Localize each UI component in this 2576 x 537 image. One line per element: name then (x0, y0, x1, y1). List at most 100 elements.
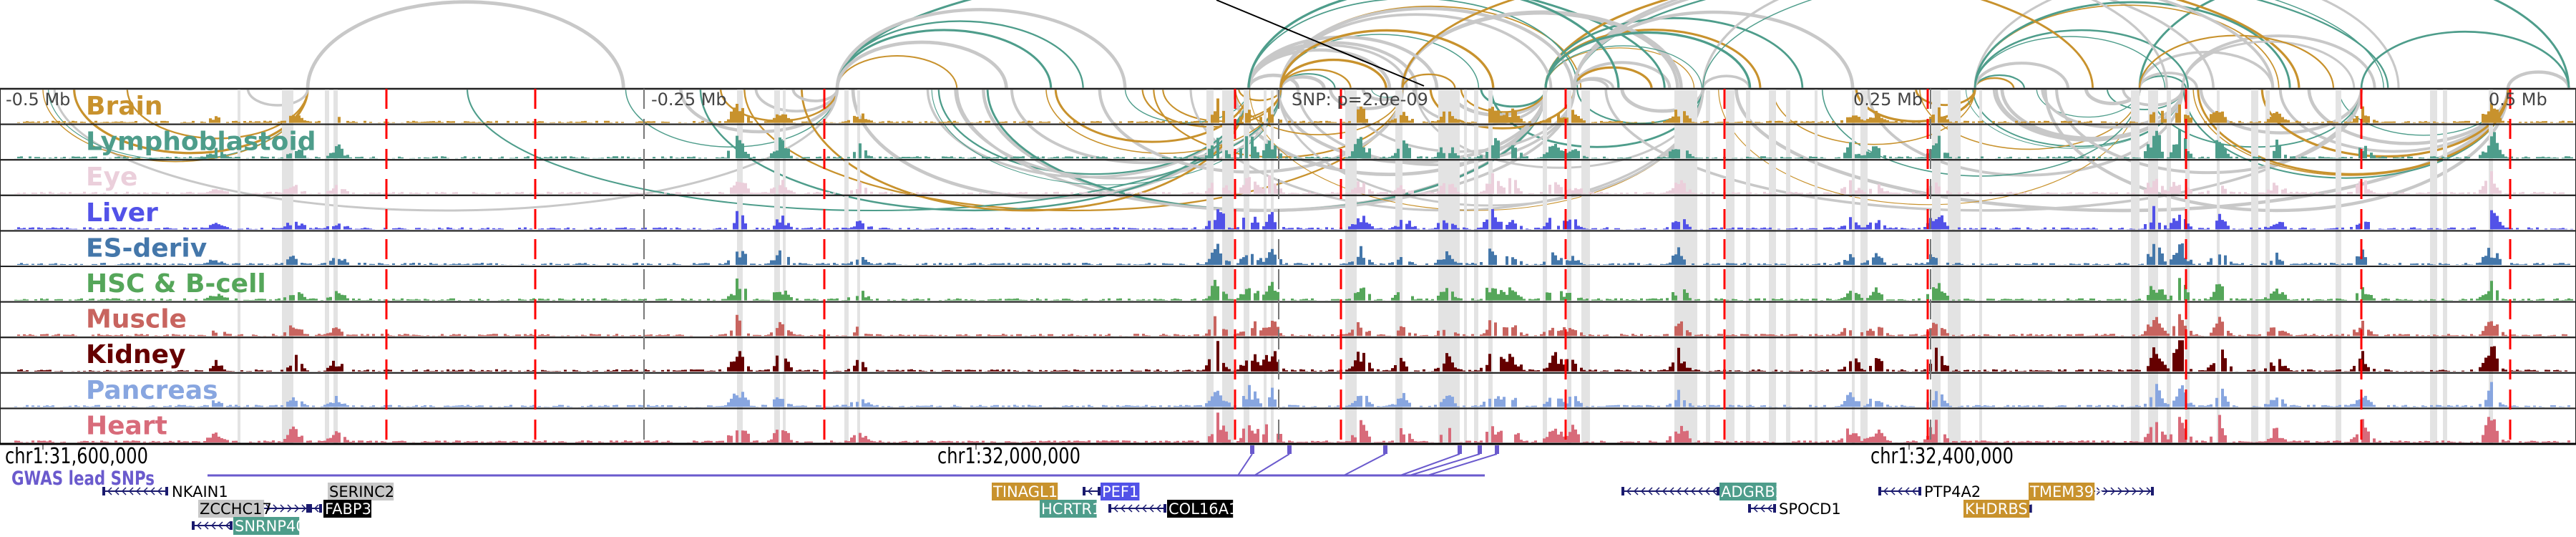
interaction-arc (2181, 40, 2356, 90)
track-label: Eye (86, 163, 137, 192)
interaction-arc (791, 88, 839, 102)
gwas-snp-marker (1478, 445, 1482, 454)
strand-arrow-icon (114, 487, 119, 495)
gene-exon (309, 504, 312, 513)
interaction-arc (1573, 0, 2215, 90)
gene-khdrbs1: KHDRBS1 (1963, 500, 2037, 518)
interaction-arc (2360, 30, 2570, 90)
signal-bars (17, 340, 2567, 372)
gene-exon (192, 521, 195, 530)
interaction-arc (1545, 45, 1702, 90)
gene-exon (1098, 487, 1101, 495)
gene-label-bg (1963, 500, 2030, 518)
strand-arrow-icon (1156, 504, 1161, 513)
gene-exon (102, 487, 105, 495)
gwas-snp-connector (1409, 453, 1480, 476)
interaction-arc (2507, 71, 2570, 90)
gwas-snp-connector (1427, 453, 1498, 476)
gene-label: TMEM39B (2029, 483, 2104, 500)
gene-exon (1621, 487, 1624, 495)
interaction-arc (1573, 77, 1615, 90)
gene-label: KHDRBS1 (1965, 500, 2037, 518)
interaction-arc (2138, 50, 2275, 90)
gene-adgrb2: ADGRB2 (1621, 483, 1785, 500)
strand-arrow-icon (1113, 504, 1118, 513)
strand-arrow-icon (225, 521, 230, 530)
interaction-arc (1718, 88, 2140, 205)
gene-nkain1: NKAIN1 (102, 483, 228, 500)
interaction-arc (1401, 73, 1456, 90)
interaction-arc (835, 40, 1008, 90)
interaction-arc (1915, 88, 1976, 107)
interaction-arc (1162, 88, 1282, 122)
gene-exon (1748, 504, 1751, 513)
gene-label-bg (1719, 483, 1777, 500)
gene-label-bg (323, 500, 371, 518)
interaction-arc (1544, 0, 2301, 90)
interaction-arc (1098, 88, 1405, 173)
signal-bars (14, 278, 2573, 301)
interaction-arc (1572, 61, 1672, 90)
gene-exon (306, 504, 309, 513)
strand-arrow-icon (1654, 487, 1660, 495)
interaction-arc (1702, 0, 2169, 90)
interaction-arc (801, 88, 1250, 212)
interaction-arc (306, 0, 625, 90)
interaction-arc (1574, 62, 1671, 90)
gene-snrnp40: SNRNP40 (192, 517, 306, 535)
gene-label: SPOCD1 (1779, 500, 1841, 518)
scale-plus-half: 0.5 Mb (2489, 90, 2547, 110)
interaction-arc (1247, 0, 1620, 90)
strand-arrow-icon (1690, 487, 1696, 495)
interaction-arc (2138, 72, 2199, 90)
signal-tracks: Brain Lymphoblastoid Eye Liver ES-deriv HSC &… (0, 88, 2576, 445)
strand-arrow-icon (1676, 487, 1682, 495)
signal-bars (17, 314, 2570, 337)
interaction-arc (1279, 75, 1326, 90)
snp-markers (0, 89, 2576, 445)
gene-label: FABP3 (325, 500, 371, 518)
gene-label: ZCCHC17 (200, 500, 272, 518)
gene-label-bg (2029, 483, 2095, 500)
strand-arrow-icon (1904, 487, 1910, 495)
strand-arrow-icon (1883, 487, 1888, 495)
coordinate-axis: chr1:31,600,000 chr1:32,000,000 chr1:32,… (5, 444, 2014, 469)
track-label: Muscle (86, 305, 187, 334)
strand-arrow-icon (2103, 487, 2109, 495)
track-label: Liver (86, 198, 158, 228)
strand-arrow-icon (135, 487, 141, 495)
strand-arrow-icon (218, 521, 223, 530)
strand-arrow-icon (203, 521, 209, 530)
gene-track: NKAIN1 SERINC2 ZCCHC17 FABP3 SNRNP40 TINAGL1H… (102, 483, 2154, 535)
strand-arrow-icon (2124, 487, 2130, 495)
gene-tinagl1: TINAGL1 (992, 483, 1058, 500)
strand-arrow-icon (142, 487, 148, 495)
interaction-arc (1573, 66, 1653, 90)
strand-arrow-icon (1767, 504, 1772, 513)
track-label: Brain (86, 92, 162, 121)
interaction-arc (754, 88, 839, 113)
gene-fabp3: FABP3 (309, 500, 371, 518)
gene-label-bg (992, 483, 1058, 500)
scale-plus-quarter: 0.25 Mb (1853, 90, 1923, 110)
interaction-arc (2106, 88, 2183, 110)
strand-arrow-icon (1697, 487, 1703, 495)
gene-exon (2151, 487, 2154, 495)
gene-label-bg (1101, 483, 1140, 500)
interaction-arc (1276, 88, 1548, 165)
gene-exon (1717, 487, 1719, 495)
strand-arrow-icon (2110, 487, 2116, 495)
strand-arrow-icon (1760, 504, 1765, 513)
strand-arrow-icon (1669, 487, 1674, 495)
strand-arrow-icon (150, 487, 155, 495)
strand-arrow-icon (1640, 487, 1646, 495)
interaction-arc (1974, 29, 2190, 90)
strand-arrow-icon (210, 521, 216, 530)
interaction-arc (2507, 71, 2570, 90)
interaction-arc (2138, 34, 2335, 90)
strand-arrow-icon (1626, 487, 1631, 495)
interaction-arc (2044, 88, 2510, 213)
gene-label: PEF1 (1102, 483, 1138, 500)
gwas-snp-connector (1400, 453, 1460, 476)
